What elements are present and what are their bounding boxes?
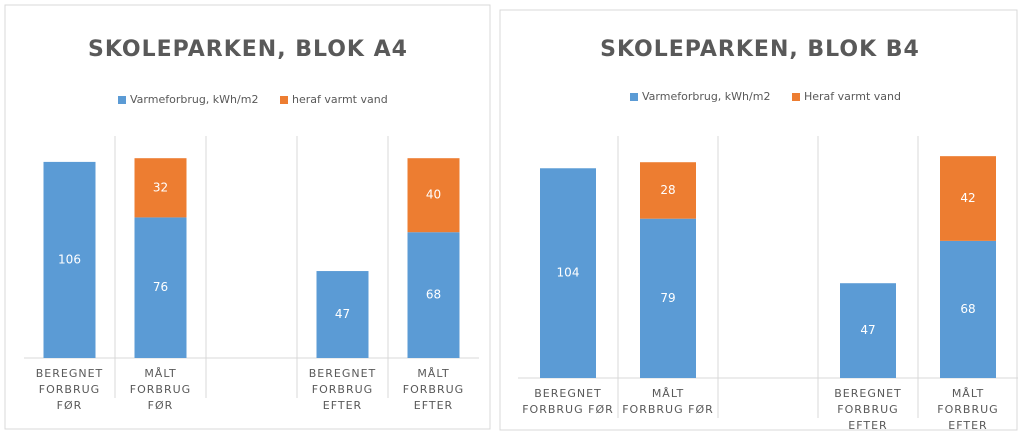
bar-segment: [640, 162, 696, 219]
x-tick-label: BEREGNET FORBRUG EFTER: [834, 387, 902, 432]
x-tick-label: MÅLT FORBRUG FØR: [129, 367, 192, 412]
data-label: 32: [153, 180, 168, 194]
x-tick-label: MÅLT FORBRUG EFTER: [937, 387, 999, 432]
bar-segment: [940, 156, 996, 241]
x-tick-label: BEREGNET FORBRUG FØR: [522, 387, 614, 416]
data-label: 42: [960, 191, 975, 205]
legend-swatch: [792, 93, 800, 101]
legend-label: Varmeforbrug, kWh/m2: [642, 90, 770, 103]
panel: [499, 9, 1018, 431]
panel: [4, 4, 491, 430]
bar-segment: [640, 218, 696, 378]
legend-swatch: [118, 96, 126, 104]
data-label: 104: [557, 266, 580, 280]
data-label: 28: [660, 183, 675, 197]
bar-segment: [316, 271, 369, 358]
x-tick-label: BEREGNET FORBRUG EFTER: [308, 367, 377, 412]
chart-title: SKOLEPARKEN, BLOK A4: [88, 37, 408, 62]
bar-segment: [540, 168, 596, 378]
x-tick-label: MÅLT FORBRUG FØR: [622, 387, 714, 416]
data-label: 79: [660, 291, 675, 305]
legend-label: heraf varmt vand: [292, 93, 388, 106]
data-label: 40: [426, 188, 441, 202]
bar-segment: [43, 161, 96, 358]
bar-segment: [134, 217, 187, 358]
x-tick-label: MÅLT FORBRUG EFTER: [402, 367, 465, 412]
bar-segment: [407, 158, 460, 233]
legend-label: Varmeforbrug, kWh/m2: [130, 93, 258, 106]
legend-swatch: [630, 93, 638, 101]
data-label: 68: [960, 302, 975, 316]
bar-segment: [940, 240, 996, 378]
data-label: 47: [860, 323, 875, 337]
bar-segment: [407, 232, 460, 358]
bar-segment: [134, 158, 187, 218]
data-label: 76: [153, 280, 168, 294]
bar-segment: [840, 283, 896, 378]
data-label: 47: [335, 307, 350, 321]
data-label: 68: [426, 288, 441, 302]
legend-swatch: [280, 96, 288, 104]
legend-label: Heraf varmt vand: [804, 90, 901, 103]
x-tick-label: BEREGNET FORBRUG FØR: [35, 367, 104, 412]
data-label: 106: [58, 252, 81, 266]
chart-title: SKOLEPARKEN, BLOK B4: [600, 37, 920, 62]
